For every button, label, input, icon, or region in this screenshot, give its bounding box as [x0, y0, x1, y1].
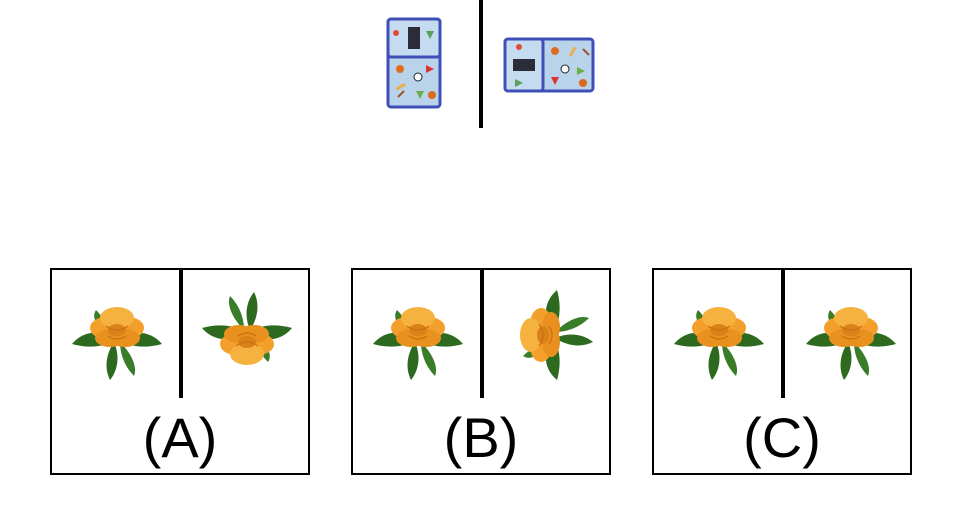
option-label: (A) — [142, 406, 218, 469]
option-divider — [480, 270, 484, 398]
flower-upright-image — [68, 288, 164, 384]
option-a[interactable]: (A) — [50, 268, 310, 475]
flower-rotated-90-image — [501, 288, 597, 384]
option-divider — [781, 270, 785, 398]
option-b[interactable]: (B) — [351, 268, 611, 475]
flower-upright-image — [670, 288, 766, 384]
flower-rotated-180-image — [200, 288, 296, 384]
flower-upright-image — [369, 288, 465, 384]
option-label: (C) — [743, 406, 821, 469]
option-c[interactable]: (C) — [652, 268, 912, 475]
example-divider — [479, 0, 483, 128]
lunch-bag-rotated-image — [503, 37, 595, 93]
lunch-bag-upright-image — [386, 17, 442, 109]
option-divider — [179, 270, 183, 398]
flower-upright-image — [802, 288, 898, 384]
option-label: (B) — [443, 406, 519, 469]
